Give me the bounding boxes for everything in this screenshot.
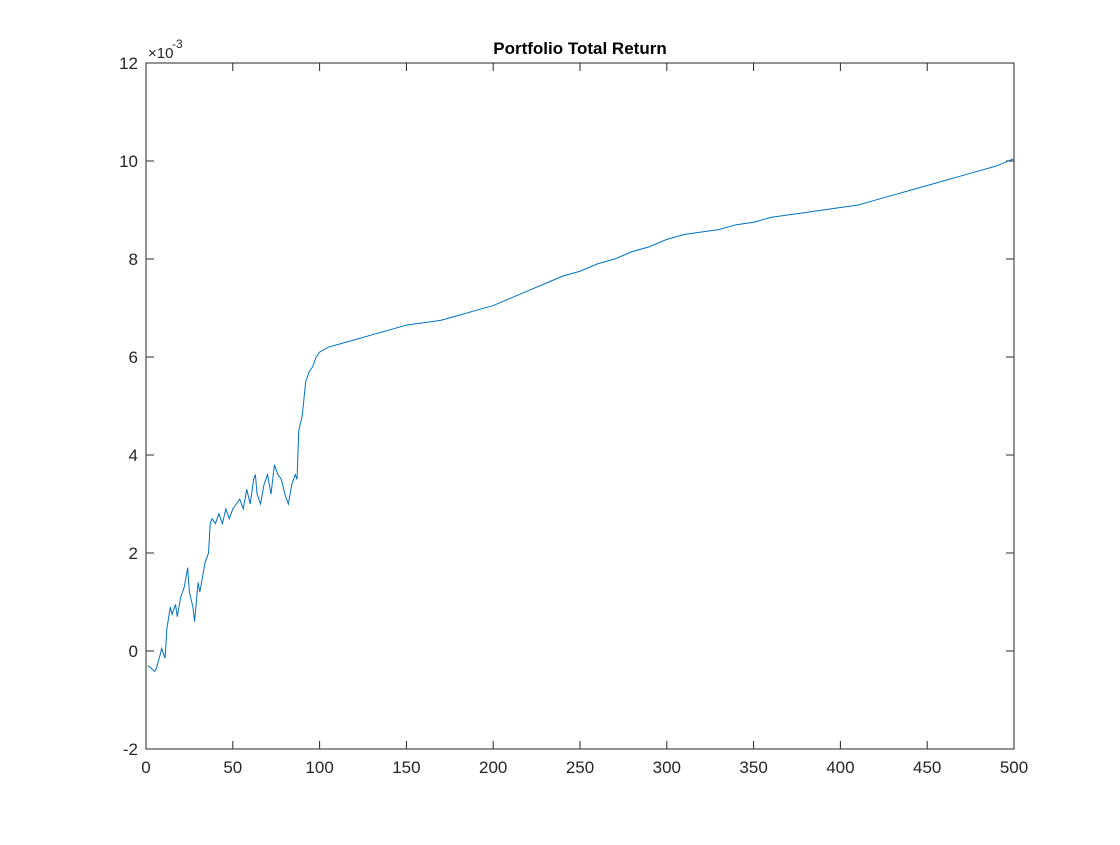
y-tick-label: 0 [129,642,138,661]
y-tick-label: 8 [129,250,138,269]
x-tick-label: 150 [392,758,420,777]
y-tick-label: 12 [119,54,138,73]
y-tick-label: 4 [129,446,138,465]
y-tick-label: 2 [129,544,138,563]
x-tick-label: 50 [223,758,242,777]
x-tick-label: 500 [1000,758,1028,777]
x-tick-label: 300 [653,758,681,777]
y-tick-label: 6 [129,348,138,367]
x-tick-label: 200 [479,758,507,777]
y-tick-label: 10 [119,152,138,171]
x-tick-labels: 0 50 100 150 200 250 300 350 400 450 500 [141,758,1028,777]
plot-area [145,62,1015,750]
x-tick-label: 100 [305,758,333,777]
series-line-portfolio-return [147,158,1015,673]
exponent-power: -3 [172,37,183,51]
exponent-label: ×10 -3 [148,37,183,62]
exponent-base: ×10 [148,45,173,62]
x-tick-label: 350 [739,758,767,777]
y-tick-label: -2 [123,740,138,759]
y-tick-labels: -2 0 2 4 6 8 10 12 [119,54,138,759]
x-tick-label: 0 [141,758,150,777]
x-tick-label: 250 [566,758,594,777]
axis-ticks [145,62,1015,750]
x-tick-label: 400 [826,758,854,777]
chart-title: Portfolio Total Return [493,39,666,58]
x-tick-label: 450 [913,758,941,777]
